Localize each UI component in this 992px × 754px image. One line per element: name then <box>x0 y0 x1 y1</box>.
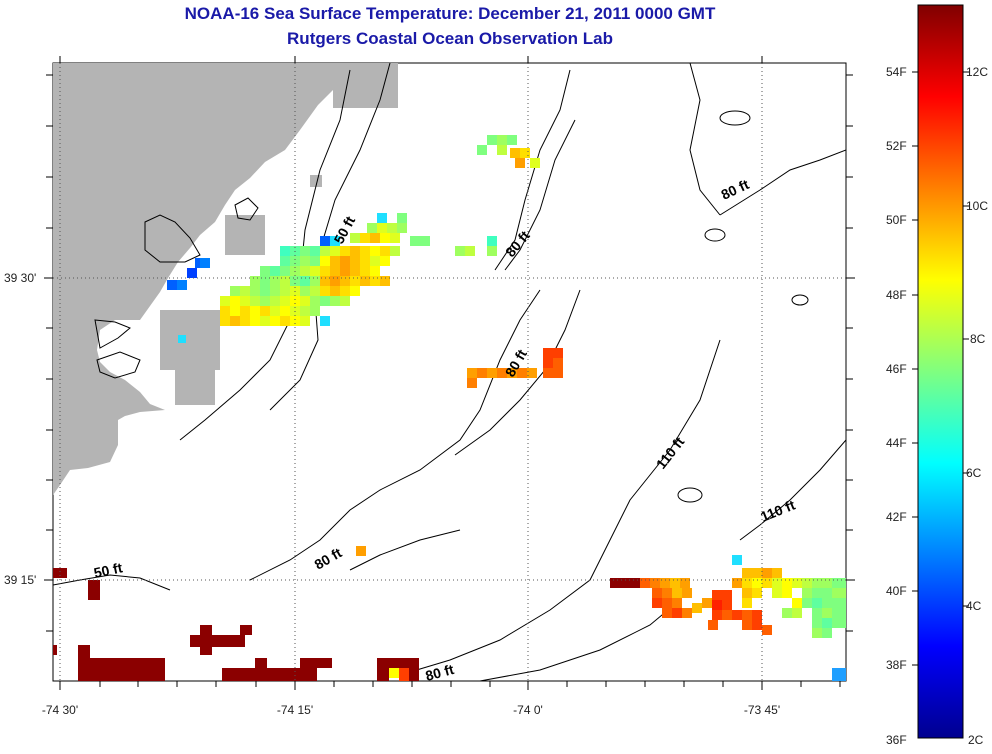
lat-label: 39 30' <box>4 271 36 285</box>
colorbar-label-c: 8C <box>970 332 986 346</box>
colorbar-label-f: 46F <box>886 362 907 376</box>
lon-label: -73 45' <box>744 703 780 717</box>
depth-label: 50 ft <box>92 559 124 581</box>
contour-ring <box>677 487 703 503</box>
land-patch <box>225 215 265 255</box>
sst-pixels <box>53 135 846 681</box>
coastline <box>234 197 259 221</box>
contour-80ft <box>479 599 681 681</box>
colorbar-label-c: 6C <box>966 466 982 480</box>
colorbar <box>917 4 964 739</box>
colorbar-label-f: 50F <box>886 213 907 227</box>
lon-label: -74 15' <box>277 703 313 717</box>
lon-label: -74 0' <box>513 703 543 717</box>
map-ticks <box>44 56 855 690</box>
contour-80ft <box>494 69 571 271</box>
lat-label: 39 15' <box>4 573 36 587</box>
coastline <box>94 319 131 349</box>
colorbar-label-f: 42F <box>886 510 907 524</box>
contour-80ft <box>689 63 721 216</box>
contour-ring <box>791 294 809 306</box>
colorbar-label-f: 54F <box>886 65 907 79</box>
contour-110ft <box>399 339 721 676</box>
contour-ring <box>719 110 751 126</box>
lon-label: -74 30' <box>42 703 78 717</box>
contour-80ft <box>454 289 581 456</box>
colorbar-label-c: 12C <box>966 65 988 79</box>
land-patch <box>175 370 215 405</box>
contour-80ft <box>349 529 461 571</box>
contour-110ft <box>739 439 846 541</box>
coastline <box>144 214 201 263</box>
colorbar-label-f: 40F <box>886 584 907 598</box>
land-mass <box>53 63 333 495</box>
coastline <box>96 351 141 379</box>
contour-80ft <box>504 119 576 271</box>
colorbar-label-f: 44F <box>886 436 907 450</box>
colorbar-label-f: 36F <box>886 733 907 747</box>
colorbar-label-c: 2C <box>968 733 984 747</box>
colorbar-label-f: 52F <box>886 139 907 153</box>
depth-label: 80 ft <box>424 661 456 684</box>
contour-80ft <box>249 289 541 581</box>
contour-ring <box>704 228 726 242</box>
contour-50ft <box>53 574 171 591</box>
colorbar-label-c: 4C <box>966 599 982 613</box>
colorbar-label-f: 38F <box>886 658 907 672</box>
colorbar-ticks <box>912 71 969 666</box>
graticule <box>53 63 846 681</box>
land-patch <box>160 310 220 370</box>
map-title: NOAA-16 Sea Surface Temperature: Decembe… <box>184 4 716 23</box>
contour-80ft <box>719 149 846 216</box>
map-subtitle: Rutgers Coastal Ocean Observation Lab <box>287 29 613 48</box>
colorbar-label-c: 10C <box>966 199 988 213</box>
colorbar-label-f: 48F <box>886 288 907 302</box>
land-patch <box>310 175 322 187</box>
